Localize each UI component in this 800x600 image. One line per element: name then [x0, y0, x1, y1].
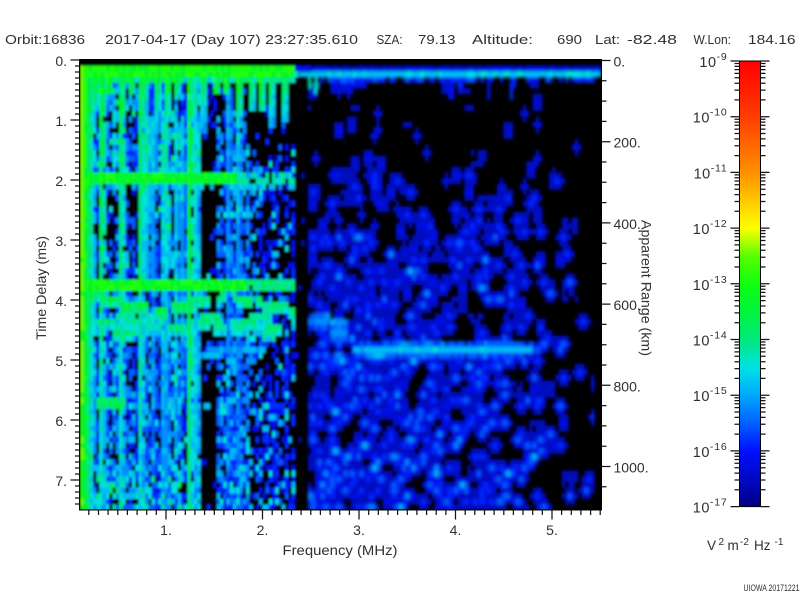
svg-text:2: 2	[719, 537, 725, 548]
svg-text:Frequency (MHz): Frequency (MHz)	[283, 542, 398, 558]
svg-text:10-9: 10-9	[699, 51, 727, 71]
svg-text:3.: 3.	[55, 233, 67, 249]
svg-text:Altitude:: Altitude:	[472, 32, 533, 47]
svg-text:4.: 4.	[450, 522, 462, 538]
svg-text:-1: -1	[775, 537, 784, 548]
svg-text:SZA:: SZA:	[377, 32, 403, 47]
svg-text:10-17: 10-17	[693, 497, 728, 517]
svg-text:2.: 2.	[55, 173, 67, 189]
svg-text:7.: 7.	[55, 473, 67, 489]
svg-text:2017-04-17 (Day 107) 23:27:35.: 2017-04-17 (Day 107) 23:27:35.610	[105, 32, 358, 47]
svg-text:800.: 800.	[614, 378, 641, 394]
svg-text:-82.48: -82.48	[627, 32, 677, 47]
svg-text:Lat:: Lat:	[595, 32, 620, 47]
svg-text:Time Delay (ms): Time Delay (ms)	[33, 236, 49, 340]
svg-text:10-11: 10-11	[694, 162, 728, 182]
svg-text:0.: 0.	[614, 54, 626, 70]
svg-text:690: 690	[557, 32, 582, 47]
svg-text:184.16: 184.16	[748, 32, 796, 47]
svg-text:4.: 4.	[55, 293, 67, 309]
svg-text:10-16: 10-16	[693, 441, 728, 461]
svg-text:79.13: 79.13	[418, 32, 456, 47]
svg-text:UIOWA 20171221: UIOWA 20171221	[744, 583, 800, 593]
svg-text:m: m	[728, 538, 739, 553]
svg-text:10-13: 10-13	[693, 274, 728, 294]
svg-text:10-12: 10-12	[693, 218, 728, 238]
svg-text:10-14: 10-14	[693, 330, 728, 350]
svg-text:5.: 5.	[546, 522, 558, 538]
svg-text:V: V	[707, 538, 716, 553]
svg-text:0.: 0.	[55, 53, 67, 69]
svg-text:Hz: Hz	[754, 538, 771, 553]
svg-text:400.: 400.	[614, 216, 641, 232]
svg-text:200.: 200.	[614, 135, 641, 151]
svg-text:Orbit:16836: Orbit:16836	[5, 32, 85, 47]
svg-text:600.: 600.	[614, 297, 641, 313]
svg-text:-2: -2	[740, 537, 749, 548]
svg-text:1.: 1.	[160, 522, 172, 538]
svg-text:2.: 2.	[257, 522, 269, 538]
svg-text:10-15: 10-15	[693, 385, 728, 405]
svg-text:3.: 3.	[353, 522, 365, 538]
svg-text:Apparent Range (km): Apparent Range (km)	[639, 220, 655, 356]
svg-text:W.Lon:: W.Lon:	[694, 32, 732, 47]
svg-text:6.: 6.	[55, 413, 67, 429]
svg-text:1.: 1.	[55, 113, 67, 129]
svg-text:5.: 5.	[55, 353, 67, 369]
svg-text:1000.: 1000.	[614, 460, 649, 476]
svg-text:10-10: 10-10	[693, 107, 728, 127]
